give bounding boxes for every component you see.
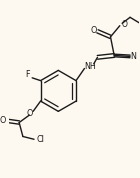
Text: O: O bbox=[122, 20, 128, 29]
Text: N: N bbox=[130, 52, 136, 61]
Text: Cl: Cl bbox=[36, 135, 44, 144]
Text: F: F bbox=[25, 70, 30, 79]
Text: O: O bbox=[91, 26, 97, 35]
Text: O: O bbox=[27, 109, 33, 118]
Text: O: O bbox=[0, 116, 6, 125]
Text: NH: NH bbox=[85, 62, 96, 71]
